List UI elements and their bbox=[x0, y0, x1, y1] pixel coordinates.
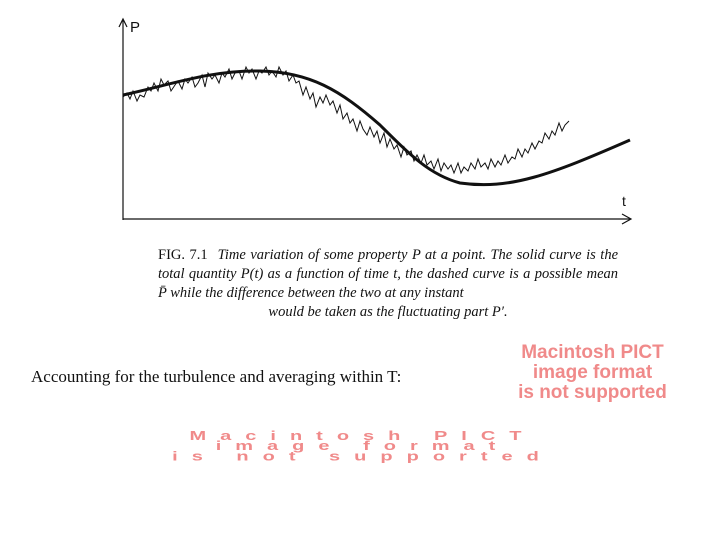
unsupported-image-placeholder: Macintosh PICT image format is not suppo… bbox=[480, 343, 705, 403]
placeholder-line: Macintosh PICT bbox=[189, 428, 536, 444]
caption-last-line: would be taken as the fluctuating part P… bbox=[268, 304, 508, 320]
body-text: Accounting for the turbulence and averag… bbox=[31, 367, 402, 386]
placeholder-line: image format bbox=[215, 439, 510, 454]
time-series-plot bbox=[118, 17, 633, 225]
placeholder-line: is not supported bbox=[172, 449, 553, 464]
x-axis-label: t bbox=[622, 193, 626, 209]
turbulence-figure: P t bbox=[110, 15, 640, 225]
placeholder-line: image format bbox=[532, 362, 653, 383]
unsupported-image-placeholder-wide: Macintosh PICT image format is not suppo… bbox=[30, 428, 695, 464]
placeholder-line: Macintosh PICT bbox=[521, 342, 664, 363]
figure-caption: FIG. 7.1 Time variation of some property … bbox=[158, 246, 618, 322]
placeholder-line: is not supported bbox=[518, 382, 667, 403]
y-axis-label: P bbox=[130, 19, 141, 36]
figure-number: FIG. 7.1 bbox=[158, 247, 208, 263]
caption-text: Time variation of some property P at a p… bbox=[158, 247, 618, 301]
